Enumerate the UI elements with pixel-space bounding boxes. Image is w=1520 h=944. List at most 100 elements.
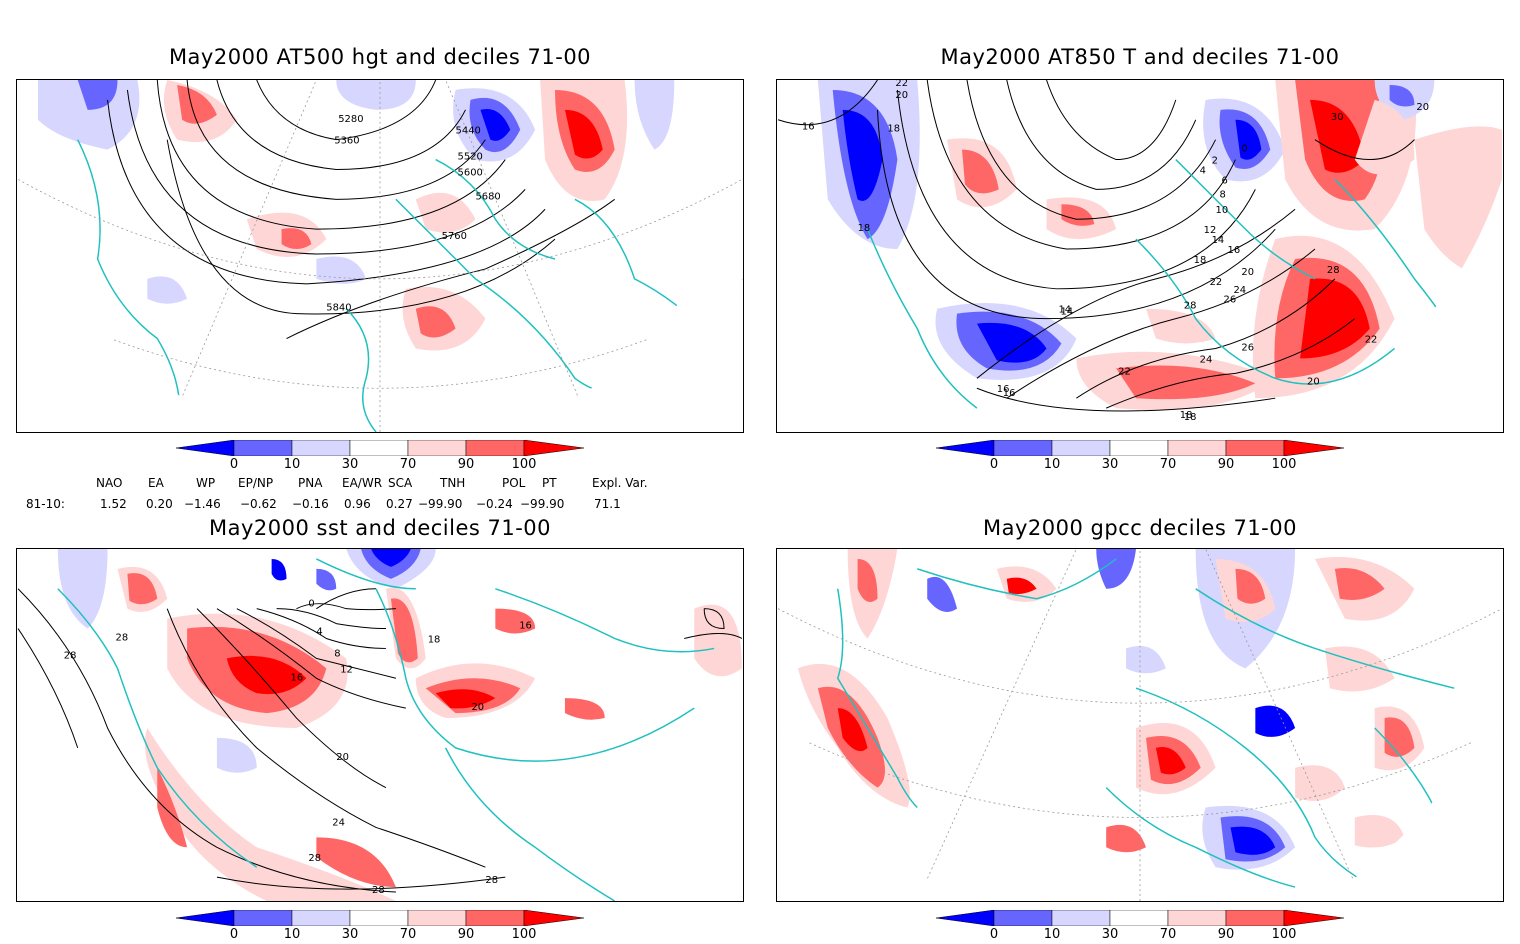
contour-label: 5840 xyxy=(326,303,351,314)
index-value: −99.90 xyxy=(520,497,565,511)
colorbar-label: 30 xyxy=(1101,457,1119,472)
colorbar-graphic xyxy=(176,910,585,926)
contour-label: 18 xyxy=(1184,412,1197,423)
contour-label: 28 xyxy=(1327,265,1340,276)
panel-title-gpcc: May2000 gpcc deciles 71-00 xyxy=(983,516,1297,540)
colorbar-label: 90 xyxy=(457,927,475,942)
contour-label: 12 xyxy=(340,664,353,675)
colorbar-label: 70 xyxy=(399,927,417,942)
contour-label: 22 xyxy=(1365,335,1378,346)
contour-label: 0 xyxy=(1241,144,1247,155)
map-panel-gpcc xyxy=(776,548,1504,902)
index-header: PT xyxy=(542,476,557,490)
contour-label: 28 xyxy=(1184,301,1197,312)
index-value: −99.90 xyxy=(418,497,463,511)
index-header: POL xyxy=(502,476,526,490)
map-panel-sst: 28 28 0 4 8 12 16 18 16 20 20 24 28 28 2… xyxy=(16,548,744,902)
contour-label: 14 xyxy=(1060,307,1073,318)
colorbar-top-right: 0 10 30 70 90 100 xyxy=(936,440,1356,474)
colorbar-label: 30 xyxy=(341,457,359,472)
colorbar-label: 0 xyxy=(989,457,999,472)
colorbar-label: 90 xyxy=(457,457,475,472)
contour-label: 8 xyxy=(334,648,340,659)
index-row-label: 81-10: xyxy=(26,497,65,511)
contour-label: 18 xyxy=(858,223,871,234)
index-value: 71.1 xyxy=(594,497,621,511)
contour-label: 16 xyxy=(802,122,815,133)
colorbar-label: 0 xyxy=(229,927,239,942)
index-value: 0.20 xyxy=(146,497,173,511)
index-header: EA xyxy=(148,476,164,490)
map-gpcc-graphic xyxy=(777,549,1503,901)
index-value: 1.52 xyxy=(100,497,127,511)
index-header: SCA xyxy=(388,476,413,490)
contour-label: 0 xyxy=(308,599,314,610)
contour-label: 24 xyxy=(332,817,345,828)
contour-label: 4 xyxy=(1200,165,1206,176)
map-at850-graphic: 22 20 16 18 18 14 16 18 28 30 20 0 2 4 6… xyxy=(777,80,1502,432)
map-panel-at850: 22 20 16 18 18 14 16 18 28 30 20 0 2 4 6… xyxy=(776,79,1504,433)
index-header: EP/NP xyxy=(238,476,274,490)
contour-label: 5280 xyxy=(338,114,363,125)
colorbar-label: 10 xyxy=(283,927,301,942)
contour-label: 18 xyxy=(428,634,441,645)
index-value: −0.24 xyxy=(476,497,513,511)
colorbar-graphic xyxy=(936,910,1345,926)
index-value: −0.62 xyxy=(240,497,277,511)
contour-label: 28 xyxy=(372,885,385,896)
colorbar-bottom-left: 0 10 30 70 90 100 xyxy=(176,910,596,944)
contour-label: 28 xyxy=(116,632,129,643)
index-header: Expl. Var. xyxy=(592,476,648,490)
index-value: −1.46 xyxy=(184,497,221,511)
panel-title-sst: May2000 sst and deciles 71-00 xyxy=(208,516,552,540)
index-header: WP xyxy=(196,476,216,490)
contour-label: 14 xyxy=(1058,305,1071,316)
colorbar-label: 10 xyxy=(1043,927,1061,942)
index-header: NAO xyxy=(96,476,123,490)
map-sst-graphic: 28 28 0 4 8 12 16 18 16 20 20 24 28 28 2… xyxy=(17,549,743,901)
contour-label: 16 xyxy=(519,621,532,632)
contour-label: 16 xyxy=(997,384,1010,395)
colorbar-label: 100 xyxy=(511,457,537,472)
contour-label: 24 xyxy=(1200,354,1213,365)
contour-label-group-at500: 5280 5360 5440 5520 5600 5680 5760 5840 xyxy=(326,114,500,314)
colorbar-graphic xyxy=(176,440,585,456)
contour-label-group-at850: 22 20 16 18 18 14 16 18 28 30 20 0 2 4 6… xyxy=(802,80,1429,423)
colorbar-label: 0 xyxy=(989,927,999,942)
contour-label: 18 xyxy=(887,124,900,135)
index-header: EA/WR xyxy=(342,476,383,490)
contour-label: 4 xyxy=(316,627,322,638)
contour-label: 20 xyxy=(471,702,484,713)
contour-label: 20 xyxy=(1416,102,1429,113)
contour-label: 6 xyxy=(1222,175,1228,186)
contour-label-group-sst: 28 28 0 4 8 12 16 18 16 20 20 24 28 28 2… xyxy=(64,599,532,896)
contour-label: 30 xyxy=(1331,112,1344,123)
contour-label: 28 xyxy=(308,853,321,864)
contour-label: 2 xyxy=(1212,156,1218,167)
contour-label: 20 xyxy=(336,752,349,763)
colorbar-label: 10 xyxy=(283,457,301,472)
contour-label: 22 xyxy=(1118,366,1131,377)
contour-label: 26 xyxy=(1241,342,1254,353)
colorbar-label: 100 xyxy=(1271,457,1297,472)
contour-label: 20 xyxy=(1241,267,1254,278)
contour-label: 22 xyxy=(895,80,908,89)
colorbar-graphic xyxy=(936,440,1345,456)
colorbar-label: 70 xyxy=(399,457,417,472)
contour-label: 5440 xyxy=(456,126,481,137)
contour-label: 26 xyxy=(1224,295,1237,306)
contour-label: 18 xyxy=(1194,255,1207,266)
contour-label: 20 xyxy=(895,90,908,101)
contour-label: 5520 xyxy=(458,152,483,163)
index-header: PNA xyxy=(298,476,323,490)
colorbar-label: 30 xyxy=(1101,927,1119,942)
colorbar-label: 70 xyxy=(1159,927,1177,942)
index-value: −0.16 xyxy=(292,497,329,511)
contour-label: 14 xyxy=(1212,235,1225,246)
colorbar-top-left: 0 10 30 70 90 100 xyxy=(176,440,596,474)
contour-label: 5600 xyxy=(458,167,483,178)
colorbar-label: 30 xyxy=(341,927,359,942)
contour-label: 16 xyxy=(291,672,304,683)
colorbar-bottom-right: 0 10 30 70 90 100 xyxy=(936,910,1356,944)
contour-label: 10 xyxy=(1216,205,1229,216)
